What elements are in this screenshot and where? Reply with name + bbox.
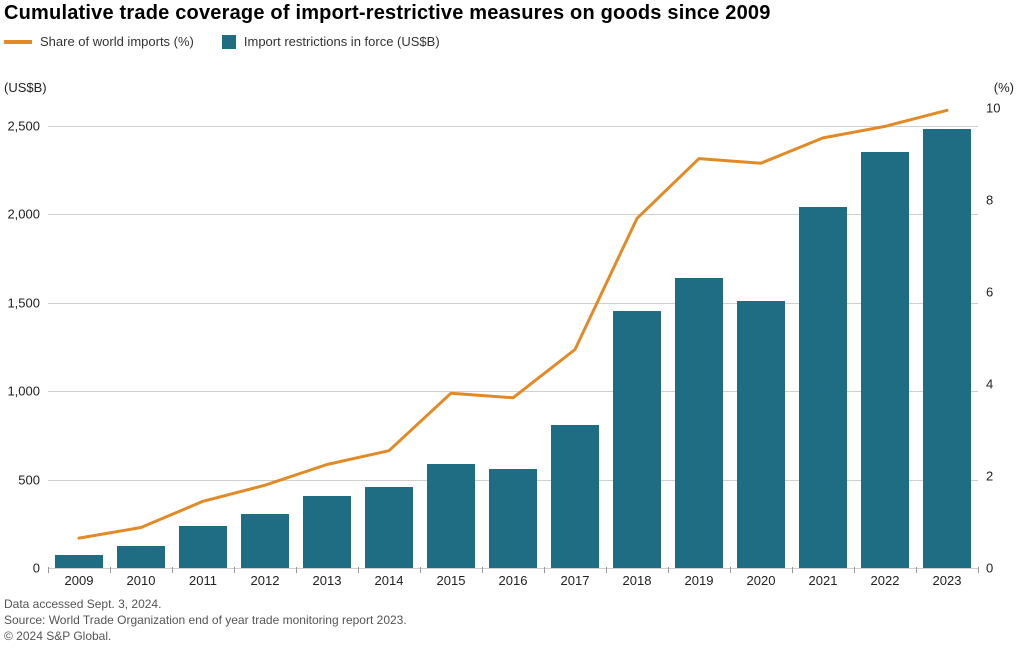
right-axis-title: (%) bbox=[994, 80, 1014, 95]
ytick-right: 8 bbox=[986, 193, 1020, 208]
ytick-right: 4 bbox=[986, 377, 1020, 392]
ytick-right: 10 bbox=[986, 101, 1020, 116]
left-axis-title: (US$B) bbox=[4, 80, 47, 95]
xtick-label: 2009 bbox=[65, 573, 94, 588]
footer-line-3: © 2024 S&P Global. bbox=[4, 628, 407, 644]
xtick-label: 2014 bbox=[375, 573, 404, 588]
page-root: Cumulative trade coverage of import-rest… bbox=[0, 0, 1020, 650]
chart-title: Cumulative trade coverage of import-rest… bbox=[4, 2, 771, 25]
legend-swatch-bar-icon bbox=[222, 35, 236, 49]
xtick-label: 2018 bbox=[623, 573, 652, 588]
xtick-label: 2012 bbox=[251, 573, 280, 588]
legend-line-label: Share of world imports (%) bbox=[40, 34, 194, 49]
legend: Share of world imports (%) Import restri… bbox=[4, 34, 440, 49]
xtick-label: 2020 bbox=[747, 573, 776, 588]
line-layer bbox=[48, 108, 978, 568]
xtick-label: 2010 bbox=[127, 573, 156, 588]
xtick-label: 2017 bbox=[561, 573, 590, 588]
footer-line-2: Source: World Trade Organization end of … bbox=[4, 612, 407, 628]
gridline bbox=[48, 568, 978, 569]
ytick-left: 2,500 bbox=[0, 118, 40, 133]
xaxis-tick bbox=[978, 567, 979, 573]
footer: Data accessed Sept. 3, 2024. Source: Wor… bbox=[4, 596, 407, 645]
legend-item-line: Share of world imports (%) bbox=[4, 34, 194, 49]
chart-area: 05001,0001,5002,0002,5000246810200920102… bbox=[48, 108, 978, 568]
xtick-label: 2015 bbox=[437, 573, 466, 588]
legend-item-bar: Import restrictions in force (US$B) bbox=[222, 34, 440, 49]
ytick-right: 6 bbox=[986, 285, 1020, 300]
xtick-label: 2019 bbox=[685, 573, 714, 588]
ytick-left: 2,000 bbox=[0, 207, 40, 222]
xtick-label: 2013 bbox=[313, 573, 342, 588]
ytick-left: 0 bbox=[0, 561, 40, 576]
xtick-label: 2023 bbox=[933, 573, 962, 588]
ytick-left: 1,000 bbox=[0, 384, 40, 399]
legend-bar-label: Import restrictions in force (US$B) bbox=[244, 34, 440, 49]
ytick-right: 2 bbox=[986, 469, 1020, 484]
series-line bbox=[79, 110, 947, 538]
plot-area: 05001,0001,5002,0002,5000246810200920102… bbox=[48, 108, 978, 568]
ytick-right: 0 bbox=[986, 561, 1020, 576]
xtick-label: 2016 bbox=[499, 573, 528, 588]
ytick-left: 1,500 bbox=[0, 295, 40, 310]
legend-swatch-line-icon bbox=[4, 40, 32, 44]
xtick-label: 2021 bbox=[809, 573, 838, 588]
xtick-label: 2011 bbox=[189, 573, 217, 588]
xtick-label: 2022 bbox=[871, 573, 900, 588]
footer-line-1: Data accessed Sept. 3, 2024. bbox=[4, 596, 407, 612]
ytick-left: 500 bbox=[0, 472, 40, 487]
